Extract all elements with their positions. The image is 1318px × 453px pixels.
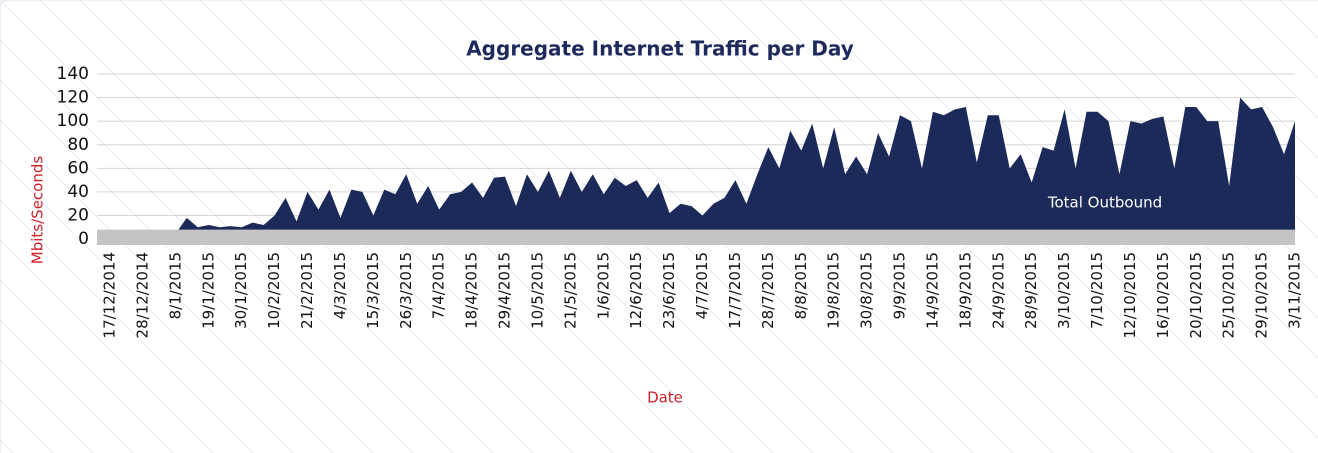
x-tick-label: 20/10/2015 xyxy=(1187,252,1205,338)
y-tick-label: 140 xyxy=(57,64,89,84)
x-tick-label: 28/9/2015 xyxy=(1022,252,1040,329)
x-tick-label: 12/6/2015 xyxy=(627,252,645,329)
x-tick-label: 3/11/2015 xyxy=(1286,252,1304,329)
x-tick-label: 16/10/2015 xyxy=(1154,252,1172,338)
area xyxy=(97,97,1295,245)
y-axis-label: Mbits/Seconds xyxy=(29,156,47,265)
x-tick-label: 29/10/2015 xyxy=(1253,252,1271,338)
x-tick-label: 1/6/2015 xyxy=(594,252,612,319)
x-tick-label: 15/3/2015 xyxy=(364,252,382,329)
x-tick-label: 25/10/2015 xyxy=(1220,252,1238,338)
x-tick-label: 12/10/2015 xyxy=(1121,252,1139,338)
x-tick-label: 7/10/2015 xyxy=(1088,252,1106,329)
y-tick-label: 60 xyxy=(67,158,89,178)
x-tick-label: 4/7/2015 xyxy=(693,252,711,319)
x-tick-label: 18/9/2015 xyxy=(956,252,974,329)
x-tick-label: 17/7/2015 xyxy=(726,252,744,329)
x-tick-label: 7/4/2015 xyxy=(430,252,448,319)
x-tick-label: 14/9/2015 xyxy=(923,252,941,329)
x-tick-label: 17/12/2014 xyxy=(101,252,119,338)
y-tick-label: 80 xyxy=(67,135,89,155)
x-tick-label: 8/8/2015 xyxy=(792,252,810,319)
y-tick-label: 120 xyxy=(57,88,89,108)
x-tick-label: 21/5/2015 xyxy=(561,252,579,329)
x-tick-label: 3/10/2015 xyxy=(1055,252,1073,329)
x-tick-label: 28/12/2014 xyxy=(133,252,151,338)
y-tick-label: 40 xyxy=(67,182,89,202)
y-tick-label: 20 xyxy=(67,206,89,226)
x-tick-label: 29/4/2015 xyxy=(496,252,514,329)
annotation: Total Outbound xyxy=(1047,194,1162,212)
x-tick-label: 9/9/2015 xyxy=(891,252,909,319)
y-tick-label: 0 xyxy=(78,229,89,249)
x-tick-label: 23/6/2015 xyxy=(660,252,678,329)
x-tick-label: 10/2/2015 xyxy=(265,252,283,329)
x-tick-label: 4/3/2015 xyxy=(331,252,349,319)
x-axis-label: Date xyxy=(647,389,683,407)
x-tick-label: 18/4/2015 xyxy=(463,252,481,329)
chart-title: Aggregate Internet Traffic per Day xyxy=(466,37,854,61)
x-tick-label: 19/1/2015 xyxy=(199,252,217,329)
x-tick-label: 26/3/2015 xyxy=(397,252,415,329)
plot: 0 20 40 60 80 100 120 140 17/12/2014 28/12/2014 8/… xyxy=(57,64,1304,338)
x-tick-label: 19/8/2015 xyxy=(825,252,843,329)
x-tick-label: 21/2/2015 xyxy=(298,252,316,329)
x-tick-label: 10/5/2015 xyxy=(528,252,546,329)
area xyxy=(97,229,1295,245)
x-tick-label: 28/7/2015 xyxy=(759,252,777,329)
x-tick-label: 30/1/2015 xyxy=(232,252,250,329)
y-tick-label: 100 xyxy=(57,111,89,131)
x-tick-label: 30/8/2015 xyxy=(858,252,876,329)
x-tick-label: 24/9/2015 xyxy=(989,252,1007,329)
x-tick-label: 8/1/2015 xyxy=(166,252,184,319)
